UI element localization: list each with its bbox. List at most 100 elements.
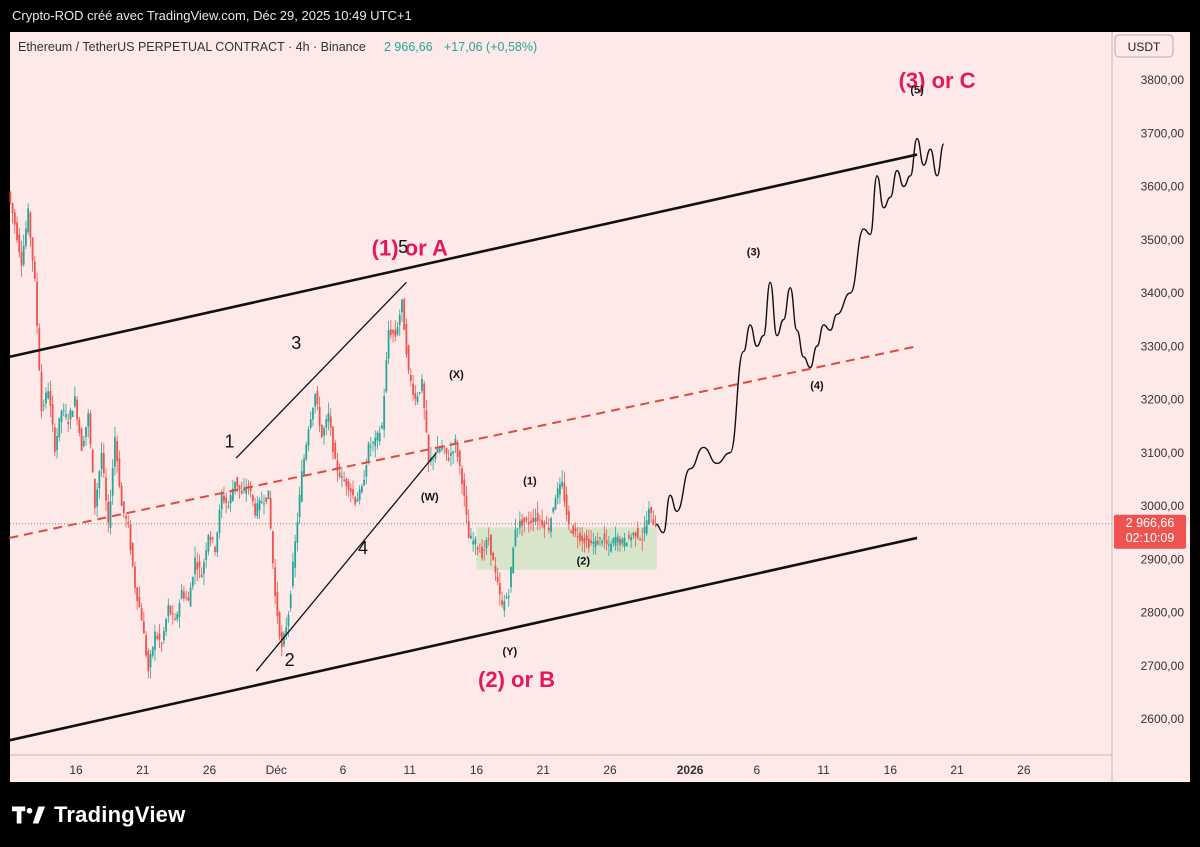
candle — [283, 630, 285, 648]
candle — [639, 536, 641, 542]
trendline-channel-lower[interactable] — [8, 536, 918, 742]
candle — [474, 536, 477, 556]
trendline-wave-1-3[interactable] — [235, 281, 407, 459]
candle — [530, 511, 532, 531]
candle — [383, 388, 386, 438]
y-tick-label: 3600,00 — [1141, 180, 1185, 194]
candle — [171, 604, 174, 625]
candle — [267, 490, 270, 500]
price-axis[interactable] — [1112, 32, 1190, 782]
candle — [541, 509, 544, 529]
candle — [285, 617, 288, 640]
wave-label: (1) or A — [372, 236, 448, 261]
candle — [567, 505, 570, 531]
candle — [349, 483, 352, 503]
x-tick-label: 21 — [136, 763, 150, 777]
candle — [47, 382, 50, 400]
candle — [174, 613, 176, 621]
candle — [289, 590, 292, 612]
wave-label: (3) — [747, 247, 761, 259]
candle — [185, 590, 188, 601]
trendline-channel-mid[interactable] — [9, 345, 918, 539]
candle — [249, 481, 252, 498]
candle — [494, 557, 497, 581]
candle — [211, 536, 214, 544]
trendline-wave-2-4[interactable] — [255, 452, 437, 672]
candle — [614, 526, 617, 551]
candle — [209, 531, 212, 547]
candle — [421, 373, 423, 394]
candle — [412, 374, 414, 401]
candle — [527, 511, 530, 533]
candle — [498, 572, 501, 606]
candle — [427, 434, 430, 473]
candle — [118, 450, 121, 489]
candle — [574, 522, 577, 538]
candle — [36, 272, 38, 334]
candle — [320, 424, 323, 439]
candle — [481, 538, 483, 561]
x-tick-label: 16 — [884, 763, 898, 777]
candle — [401, 299, 403, 322]
candle — [465, 486, 468, 524]
candle — [590, 530, 592, 546]
x-tick-label: 11 — [404, 763, 417, 777]
y-tick-label: 3400,00 — [1141, 286, 1185, 300]
symbol-legend[interactable]: Ethereum / TetherUS PERPETUAL CONTRACT ·… — [18, 40, 537, 54]
candle — [87, 409, 90, 438]
candle — [581, 527, 584, 552]
candle — [240, 481, 243, 495]
candle — [338, 463, 341, 479]
candle — [592, 532, 595, 555]
currency-button[interactable] — [1114, 34, 1174, 58]
wave-label: (5) — [910, 84, 924, 96]
candle — [616, 532, 619, 552]
candle — [18, 227, 21, 258]
candle — [334, 439, 337, 460]
y-tick-label: 3800,00 — [1141, 73, 1185, 87]
candle — [11, 202, 14, 224]
trendline-channel-upper[interactable] — [8, 153, 918, 359]
candle — [85, 426, 87, 446]
candle — [652, 510, 655, 526]
candle — [536, 501, 539, 531]
candle — [369, 437, 372, 457]
candle — [372, 440, 374, 452]
candle — [323, 425, 325, 445]
y-tick-label: 3000,00 — [1141, 499, 1185, 513]
candle — [314, 393, 317, 414]
candle — [109, 489, 112, 535]
currency-label: USDT — [1128, 40, 1161, 54]
candle — [409, 368, 412, 387]
candle — [429, 446, 432, 466]
candle — [628, 530, 630, 541]
candle — [607, 535, 610, 556]
candle — [53, 423, 56, 457]
candle — [621, 537, 624, 547]
candle — [298, 486, 301, 524]
candle — [229, 492, 232, 512]
candle — [559, 477, 561, 504]
candle — [198, 554, 201, 579]
candle — [176, 611, 179, 623]
wave-label: (4) — [810, 380, 824, 392]
candle — [20, 240, 23, 277]
candle — [470, 527, 472, 540]
candle — [476, 545, 479, 556]
candle — [648, 500, 650, 526]
candle — [225, 492, 228, 514]
candle — [300, 459, 303, 503]
candle — [447, 449, 450, 462]
y-tick-label: 2600,00 — [1141, 712, 1185, 726]
y-tick-label: 2800,00 — [1141, 606, 1185, 620]
candle — [156, 632, 159, 641]
wave-label: (W) — [421, 492, 439, 504]
candle — [107, 494, 110, 533]
candle — [650, 506, 653, 523]
candle — [340, 466, 343, 488]
candle — [452, 450, 455, 465]
candle — [467, 509, 470, 539]
price-chart[interactable]: (1) or A (2) or B (3) or C 1 2 3 4 5 (X) (W) (Y) (1… — [0, 0, 1200, 800]
candle — [58, 418, 61, 442]
candle — [545, 515, 548, 525]
